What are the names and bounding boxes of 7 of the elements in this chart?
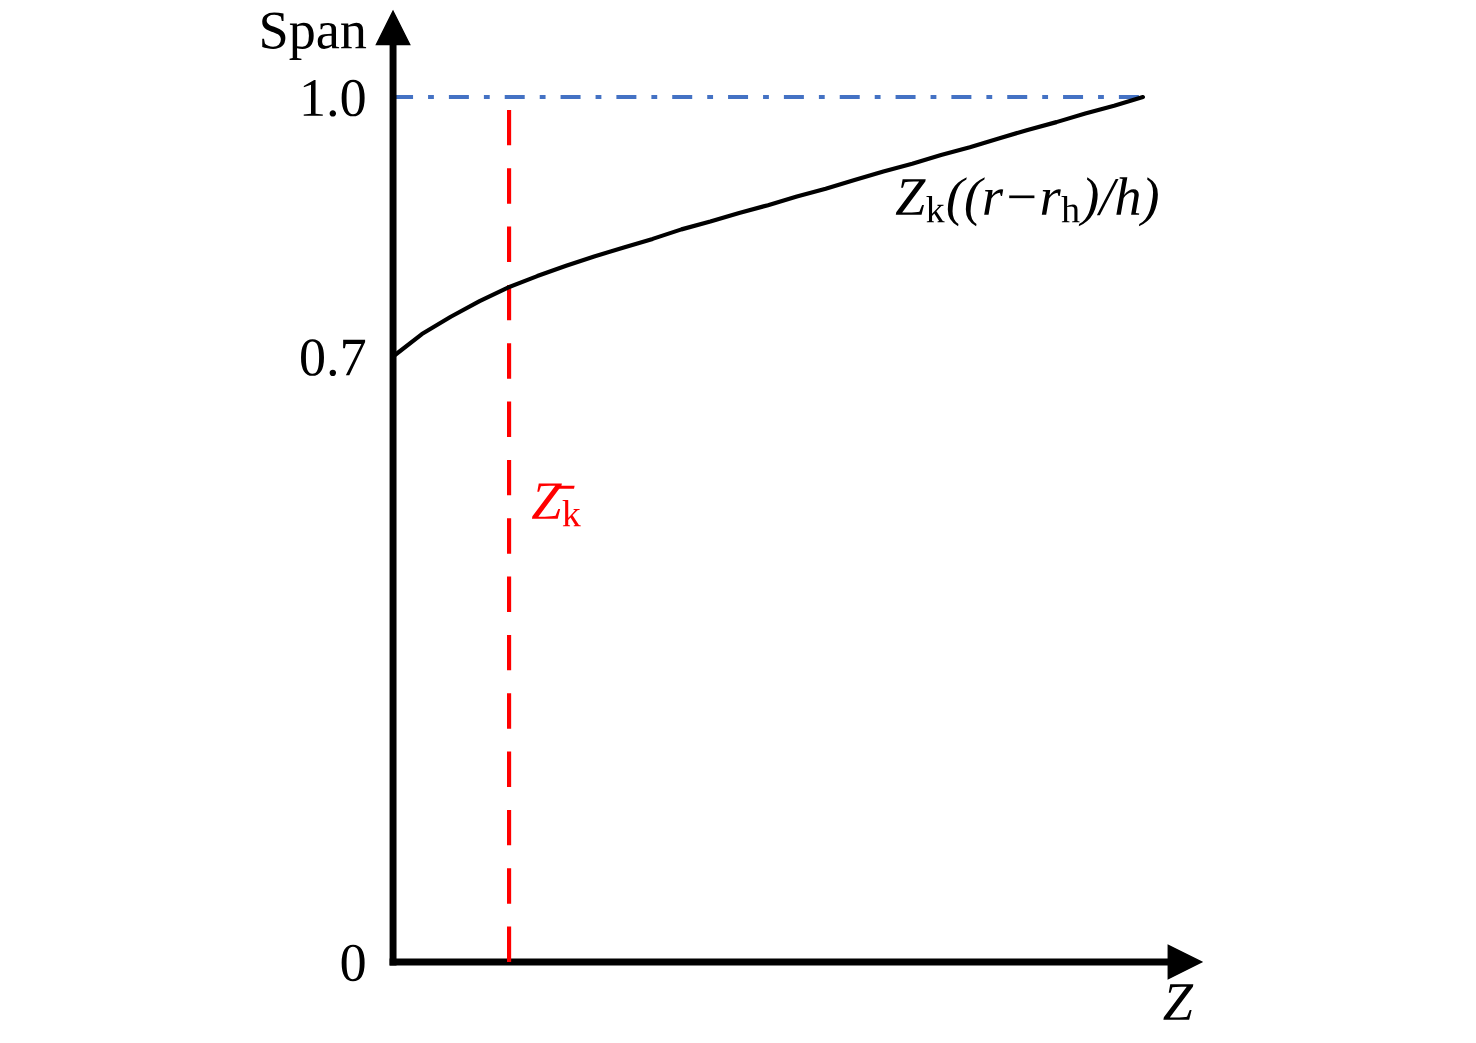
annotation: Z̄$_{k}$ <box>531 483 581 527</box>
series-label: Z$_{k}$((r−r$_{h}$)/h) <box>895 177 1158 227</box>
y-tick-label: 0.7 <box>301 339 366 377</box>
x-axis-title: Z <box>1163 984 1194 1020</box>
y-axis-title: Span <box>262 12 367 60</box>
y-tick-label: 1.0 <box>303 79 365 117</box>
y-tick-label: 0 <box>341 944 365 982</box>
